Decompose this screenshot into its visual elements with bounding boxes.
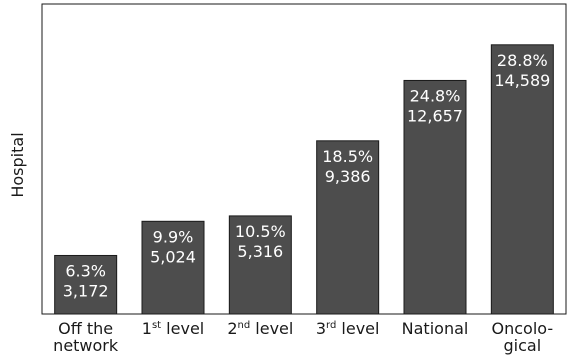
bar xyxy=(490,44,554,315)
bar xyxy=(403,79,467,315)
x-tick-label: 3rd level xyxy=(316,319,380,338)
x-tick-label: 2nd level xyxy=(227,319,293,338)
x-tick-label: Oncolo- xyxy=(492,319,554,338)
y-axis-label: Hospital xyxy=(8,132,27,197)
bar-count-label: 3,172 xyxy=(63,281,109,300)
bar xyxy=(228,215,292,315)
x-tick-label: Off the xyxy=(58,319,113,338)
bar-count-label: 14,589 xyxy=(494,71,550,90)
x-tick-label: 1st level xyxy=(142,319,204,338)
plot-border xyxy=(41,3,567,315)
bar xyxy=(141,220,205,315)
bar-percent-label: 28.8% xyxy=(497,51,548,70)
x-tick-label: National xyxy=(402,319,469,338)
bar-count-label: 12,657 xyxy=(407,106,463,125)
bar-count-label: 5,316 xyxy=(237,242,283,261)
bar-percent-label: 9.9% xyxy=(153,227,194,246)
plot-frame xyxy=(41,3,567,315)
bars: 6.3%3,172 9.9%5,024 10.5%5,316 18.5%9,386 24… xyxy=(54,44,554,315)
bar-count-label: 9,386 xyxy=(325,167,371,186)
bar-percent-label: 10.5% xyxy=(235,222,286,241)
bar xyxy=(54,254,118,315)
bar-count-label: 5,024 xyxy=(150,247,196,266)
bar xyxy=(316,140,380,315)
bar-percent-label: 6.3% xyxy=(65,261,106,280)
bar-percent-label: 18.5% xyxy=(322,147,373,166)
x-tick-label: network xyxy=(53,336,119,355)
x-tick-label: gical xyxy=(504,336,542,355)
bar-percent-label: 24.8% xyxy=(410,86,461,105)
